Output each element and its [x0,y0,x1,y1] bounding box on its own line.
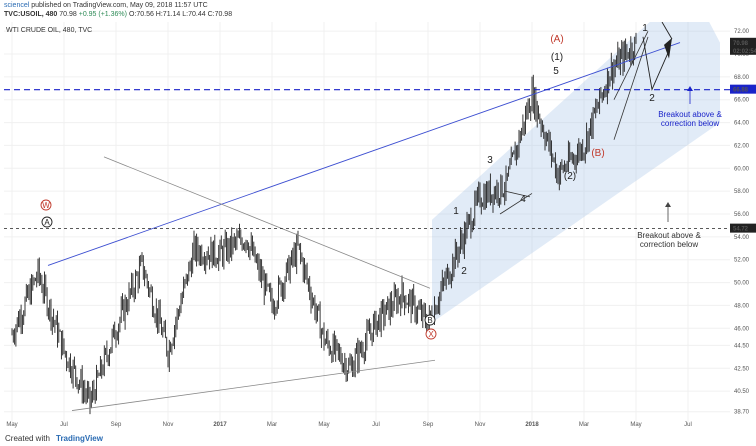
wave-label-x: X [428,330,434,339]
time-tick-label: May [630,422,641,428]
author-name[interactable]: sciencel [4,2,30,9]
price-tick-label: 54.00 [734,235,750,241]
price-tick-label: 42.50 [734,366,750,372]
wave-label-3: 3 [487,155,493,166]
wave-label-big-2: (2) [564,171,576,182]
wave-label-4: 4 [520,194,526,205]
last-price: 70.98 [59,11,77,18]
price-tick-label: 48.00 [734,303,750,309]
time-tick-label: 2018 [525,422,539,428]
projected-path [642,36,671,91]
price-axis-marker-label: 54.72 [733,227,749,233]
time-tick-label: Jul [684,422,692,428]
breakout1-arrowhead [687,86,693,91]
triangle-line-upper [504,190,531,198]
projected-path-arrowhead [664,38,672,59]
wave-label-5: 5 [553,66,559,77]
chart-title: WTI CRUDE OIL, 480, TVC [6,27,92,34]
price-chart[interactable]: 38.70 40.50 42.50 44.50 46.00 48.00 50.00 52.00… [0,22,756,430]
price-axis-marker [730,84,756,94]
price-tick-label: 44.50 [734,343,750,349]
wedge-line-upper [613,30,649,100]
price-tick-label: 56.00 [734,212,750,218]
ohlc-values: O:70.56 H:71.14 L:70.44 C:70.98 [128,11,233,18]
wave-label-b-circle [424,314,436,326]
price-axis-marker [730,45,756,55]
projected-path-arrow [661,22,673,40]
breakout2-arrowhead [665,202,671,207]
wave-label-big-b: (B) [591,148,604,159]
published-text: published on TradingView.com, May 09, 20… [31,2,208,9]
time-tick-label: May [318,422,329,428]
symbol-info: TVC:USOIL, 480 70.98 +0.95 (+1.36%) O:70… [4,11,232,18]
wave-label-w-circle [40,199,52,211]
wave-label-1: 1 [453,206,459,217]
price-tick-label: 46.00 [734,326,750,332]
tradingview-logo[interactable]: TradingView [56,434,103,443]
footer: Created with TradingView [0,430,756,446]
wedge-line-lower [613,36,649,140]
time-tick-label: Sep [111,422,122,428]
price-tick-label: 38.70 [734,410,750,416]
price-tick-label: 60.00 [734,166,750,172]
price-axis-marker [730,37,756,47]
breakout1-line1: Breakout above & [658,110,722,119]
time-tick-label: Mar [579,422,589,428]
breakout1-line2: correction below [661,119,719,128]
wave-label-top-1: 1 [642,23,648,34]
price-tick-label: 52.00 [734,258,750,264]
breakout2-line2: correction below [640,240,698,249]
triangle-line-lower [499,193,533,215]
wave-label-2: 2 [461,266,467,277]
wave-label-big-a: (A) [550,34,563,45]
wave-label-x-circle [425,328,437,340]
wave-label-a-circle [41,216,53,228]
price-axis-marker-label: 02:02:54 [733,49,756,55]
price-axis-marker [730,223,756,233]
time-tick-label: Sep [423,422,434,428]
price-tick-label: 66.00 [734,98,750,104]
time-tick-label: Jul [372,422,380,428]
price-change: +0.95 (+1.36%) [78,11,127,18]
time-tick-label: Jul [60,422,68,428]
price-tick-label: 70.00 [734,52,750,58]
time-tick-label: 2017 [213,422,227,428]
wave-label-w: W [42,201,50,210]
symbol-label: TVC:USOIL, 480 [4,11,58,18]
price-tick-label: 50.00 [734,281,750,287]
price-tick-label: 62.00 [734,143,750,149]
price-tick-label: 40.50 [734,389,750,395]
wave-label-top-2: 2 [649,93,655,104]
wave-label-b: B [427,316,432,325]
created-with-text: Created with [5,434,50,443]
upper-blue-trendline [47,42,681,266]
wave-label-a: A [44,218,50,227]
price-tick-label: 68.00 [734,75,750,81]
price-axis-marker-label: 66.88 [733,88,749,94]
wave-label-big-1: (1) [551,52,563,63]
descending-trendline [103,156,431,289]
time-tick-label: Mar [267,422,277,428]
publish-info: sciencel published on TradingView.com, M… [4,2,208,9]
price-tick-label: 72.00 [734,29,750,35]
lower-support-trendline [71,359,436,411]
price-tick-label: 64.00 [734,121,750,127]
time-tick-label: Nov [475,422,486,428]
time-tick-label: May [6,422,17,428]
price-axis-marker-label: 70.98 [733,41,749,47]
time-tick-label: Nov [163,422,174,428]
price-tick-label: 58.00 [734,189,750,195]
breakout2-line1: Breakout above & [637,231,701,240]
